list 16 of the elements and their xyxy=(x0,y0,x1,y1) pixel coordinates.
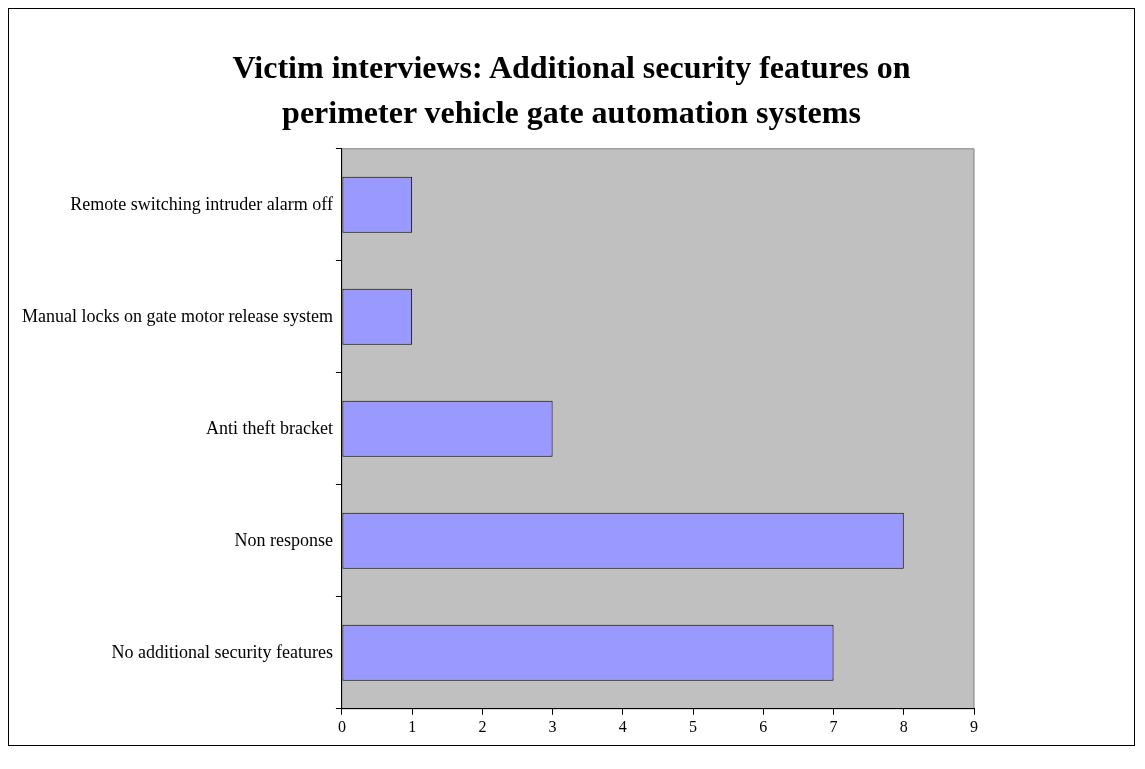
y-tick-label: Non response xyxy=(234,529,333,550)
x-tick-label: 7 xyxy=(829,717,838,735)
chart-title: Victim interviews: Additional security features on perimeter vehicle gate automation systems xyxy=(231,48,912,132)
y-tick-label: Remote switching intruder alarm off xyxy=(70,193,333,214)
y-tick-label: Manual locks on gate motor release system xyxy=(21,305,333,326)
x-tick-label: 5 xyxy=(689,717,698,735)
x-tick-label: 3 xyxy=(548,717,557,735)
x-tick-label: 6 xyxy=(759,717,768,735)
y-tick-label: Anti theft bracket xyxy=(205,417,333,438)
x-tick-label: 2 xyxy=(478,717,487,735)
x-tick-label: 0 xyxy=(337,717,346,735)
x-tick-label: 4 xyxy=(618,717,627,735)
x-tick-label: 8 xyxy=(899,717,908,735)
x-tick-label: 9 xyxy=(970,717,978,735)
y-tick-label: No additional security features xyxy=(111,641,333,662)
x-tick-label: 1 xyxy=(408,717,417,735)
